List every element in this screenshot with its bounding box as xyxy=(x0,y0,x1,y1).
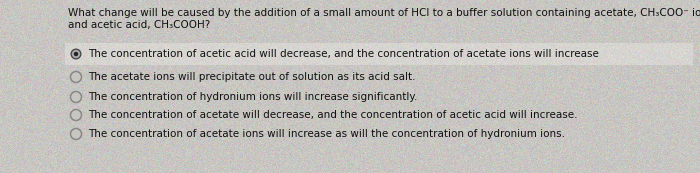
Circle shape xyxy=(71,110,81,121)
Circle shape xyxy=(71,73,80,81)
Circle shape xyxy=(71,130,80,138)
Circle shape xyxy=(72,50,80,58)
Text: The acetate ions will precipitate out of solution as its acid salt.: The acetate ions will precipitate out of… xyxy=(88,72,416,82)
Circle shape xyxy=(71,92,81,102)
Text: The concentration of acetic acid will decrease, and the concentration of acetate: The concentration of acetic acid will de… xyxy=(88,49,599,59)
Circle shape xyxy=(71,129,81,139)
Text: The concentration of hydronium ions will increase significantly.: The concentration of hydronium ions will… xyxy=(88,92,417,102)
Circle shape xyxy=(71,71,81,83)
Circle shape xyxy=(71,111,80,119)
Text: The concentration of acetate ions will increase as will the concentration of hyd: The concentration of acetate ions will i… xyxy=(88,129,565,139)
Text: What change will be caused by the addition of a small amount of HCl to a buffer : What change will be caused by the additi… xyxy=(68,8,700,18)
Circle shape xyxy=(74,52,78,56)
Circle shape xyxy=(71,48,81,60)
Circle shape xyxy=(71,93,80,101)
Text: and acetic acid, CH₃COOH?: and acetic acid, CH₃COOH? xyxy=(68,20,210,30)
Text: The concentration of acetate will decrease, and the concentration of acetic acid: The concentration of acetate will decrea… xyxy=(88,110,578,120)
